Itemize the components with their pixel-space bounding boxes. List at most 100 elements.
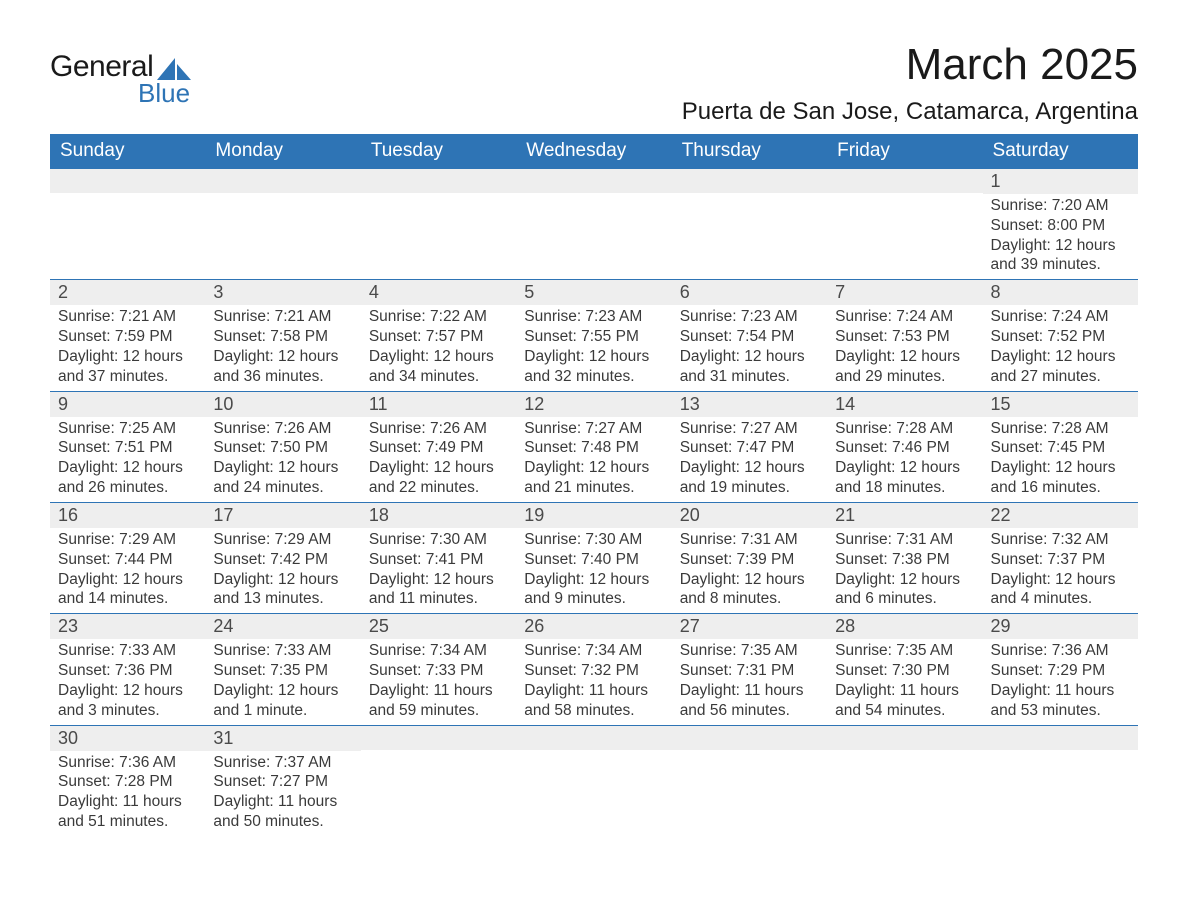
day-body: Sunrise: 7:23 AMSunset: 7:55 PMDaylight:… (516, 305, 671, 390)
day-number-bar: 10 (205, 392, 360, 417)
daylight-line: Daylight: 11 hours and 56 minutes. (680, 681, 819, 721)
day-number-bar: 17 (205, 503, 360, 528)
day-body: Sunrise: 7:28 AMSunset: 7:45 PMDaylight:… (983, 417, 1138, 502)
calendar-day-cell: 30Sunrise: 7:36 AMSunset: 7:28 PMDayligh… (50, 725, 205, 836)
calendar-day-cell: 15Sunrise: 7:28 AMSunset: 7:45 PMDayligh… (983, 391, 1138, 502)
calendar-day-cell (827, 169, 982, 280)
calendar-day-cell: 31Sunrise: 7:37 AMSunset: 7:27 PMDayligh… (205, 725, 360, 836)
day-number-bar: 1 (983, 169, 1138, 194)
calendar-day-cell: 11Sunrise: 7:26 AMSunset: 7:49 PMDayligh… (361, 391, 516, 502)
sunrise-line: Sunrise: 7:35 AM (680, 641, 819, 661)
calendar-week-row: 2Sunrise: 7:21 AMSunset: 7:59 PMDaylight… (50, 280, 1138, 391)
calendar-day-cell (361, 725, 516, 836)
sunrise-line: Sunrise: 7:21 AM (58, 307, 197, 327)
daylight-line: Daylight: 12 hours and 11 minutes. (369, 570, 508, 610)
sunset-line: Sunset: 7:40 PM (524, 550, 663, 570)
day-body: Sunrise: 7:20 AMSunset: 8:00 PMDaylight:… (983, 194, 1138, 279)
calendar-day-cell: 26Sunrise: 7:34 AMSunset: 7:32 PMDayligh… (516, 614, 671, 725)
sunset-line: Sunset: 7:29 PM (991, 661, 1130, 681)
sunset-line: Sunset: 7:55 PM (524, 327, 663, 347)
day-body: Sunrise: 7:36 AMSunset: 7:29 PMDaylight:… (983, 639, 1138, 724)
calendar-week-row: 1Sunrise: 7:20 AMSunset: 8:00 PMDaylight… (50, 169, 1138, 280)
weekday-header: Friday (827, 134, 982, 169)
calendar-day-cell (672, 169, 827, 280)
daylight-line: Daylight: 12 hours and 29 minutes. (835, 347, 974, 387)
day-body: Sunrise: 7:34 AMSunset: 7:32 PMDaylight:… (516, 639, 671, 724)
calendar-day-cell: 29Sunrise: 7:36 AMSunset: 7:29 PMDayligh… (983, 614, 1138, 725)
calendar-day-cell: 27Sunrise: 7:35 AMSunset: 7:31 PMDayligh… (672, 614, 827, 725)
calendar-day-cell: 6Sunrise: 7:23 AMSunset: 7:54 PMDaylight… (672, 280, 827, 391)
calendar-day-cell: 20Sunrise: 7:31 AMSunset: 7:39 PMDayligh… (672, 502, 827, 613)
sunrise-line: Sunrise: 7:23 AM (680, 307, 819, 327)
calendar-day-cell: 14Sunrise: 7:28 AMSunset: 7:46 PMDayligh… (827, 391, 982, 502)
sunset-line: Sunset: 7:52 PM (991, 327, 1130, 347)
calendar-week-row: 23Sunrise: 7:33 AMSunset: 7:36 PMDayligh… (50, 614, 1138, 725)
calendar-day-cell (361, 169, 516, 280)
day-body (361, 750, 516, 756)
calendar-day-cell: 13Sunrise: 7:27 AMSunset: 7:47 PMDayligh… (672, 391, 827, 502)
daylight-line: Daylight: 12 hours and 24 minutes. (213, 458, 352, 498)
day-body (827, 193, 982, 199)
sunrise-line: Sunrise: 7:35 AM (835, 641, 974, 661)
sunset-line: Sunset: 7:30 PM (835, 661, 974, 681)
day-number-bar: 24 (205, 614, 360, 639)
day-body (516, 193, 671, 199)
sunrise-line: Sunrise: 7:37 AM (213, 753, 352, 773)
day-body: Sunrise: 7:26 AMSunset: 7:49 PMDaylight:… (361, 417, 516, 502)
day-number-bar: 20 (672, 503, 827, 528)
day-number-bar: 11 (361, 392, 516, 417)
day-number-bar: 3 (205, 280, 360, 305)
sunrise-line: Sunrise: 7:36 AM (991, 641, 1130, 661)
sunset-line: Sunset: 7:42 PM (213, 550, 352, 570)
day-number-bar: 4 (361, 280, 516, 305)
day-number-bar (361, 169, 516, 193)
daylight-line: Daylight: 12 hours and 31 minutes. (680, 347, 819, 387)
sunrise-line: Sunrise: 7:32 AM (991, 530, 1130, 550)
calendar-day-cell: 8Sunrise: 7:24 AMSunset: 7:52 PMDaylight… (983, 280, 1138, 391)
day-body (983, 750, 1138, 756)
calendar-week-row: 16Sunrise: 7:29 AMSunset: 7:44 PMDayligh… (50, 502, 1138, 613)
day-body: Sunrise: 7:33 AMSunset: 7:35 PMDaylight:… (205, 639, 360, 724)
day-body: Sunrise: 7:28 AMSunset: 7:46 PMDaylight:… (827, 417, 982, 502)
day-body: Sunrise: 7:23 AMSunset: 7:54 PMDaylight:… (672, 305, 827, 390)
sunrise-line: Sunrise: 7:28 AM (991, 419, 1130, 439)
day-number-bar (516, 726, 671, 750)
day-number-bar: 28 (827, 614, 982, 639)
day-body: Sunrise: 7:24 AMSunset: 7:52 PMDaylight:… (983, 305, 1138, 390)
calendar-day-cell (516, 169, 671, 280)
calendar-day-cell: 4Sunrise: 7:22 AMSunset: 7:57 PMDaylight… (361, 280, 516, 391)
calendar-week-row: 30Sunrise: 7:36 AMSunset: 7:28 PMDayligh… (50, 725, 1138, 836)
sunrise-line: Sunrise: 7:30 AM (524, 530, 663, 550)
day-number-bar (827, 726, 982, 750)
weekday-header: Saturday (983, 134, 1138, 169)
calendar-day-cell (50, 169, 205, 280)
month-title: March 2025 (682, 40, 1138, 90)
sunrise-line: Sunrise: 7:23 AM (524, 307, 663, 327)
day-body (672, 750, 827, 756)
day-number-bar: 27 (672, 614, 827, 639)
location: Puerta de San Jose, Catamarca, Argentina (682, 98, 1138, 126)
daylight-line: Daylight: 11 hours and 53 minutes. (991, 681, 1130, 721)
daylight-line: Daylight: 12 hours and 37 minutes. (58, 347, 197, 387)
sunset-line: Sunset: 7:27 PM (213, 772, 352, 792)
weekday-header: Tuesday (361, 134, 516, 169)
day-body: Sunrise: 7:30 AMSunset: 7:41 PMDaylight:… (361, 528, 516, 613)
day-body: Sunrise: 7:24 AMSunset: 7:53 PMDaylight:… (827, 305, 982, 390)
day-body: Sunrise: 7:32 AMSunset: 7:37 PMDaylight:… (983, 528, 1138, 613)
calendar-day-cell (672, 725, 827, 836)
sunset-line: Sunset: 7:53 PM (835, 327, 974, 347)
calendar-day-cell (983, 725, 1138, 836)
daylight-line: Daylight: 12 hours and 26 minutes. (58, 458, 197, 498)
day-body (672, 193, 827, 199)
sunset-line: Sunset: 7:58 PM (213, 327, 352, 347)
day-number-bar (205, 169, 360, 193)
daylight-line: Daylight: 12 hours and 34 minutes. (369, 347, 508, 387)
daylight-line: Daylight: 12 hours and 13 minutes. (213, 570, 352, 610)
sunset-line: Sunset: 7:28 PM (58, 772, 197, 792)
calendar-day-cell: 5Sunrise: 7:23 AMSunset: 7:55 PMDaylight… (516, 280, 671, 391)
daylight-line: Daylight: 12 hours and 22 minutes. (369, 458, 508, 498)
day-number-bar: 18 (361, 503, 516, 528)
sunrise-line: Sunrise: 7:24 AM (835, 307, 974, 327)
day-number-bar: 14 (827, 392, 982, 417)
weekday-header: Sunday (50, 134, 205, 169)
